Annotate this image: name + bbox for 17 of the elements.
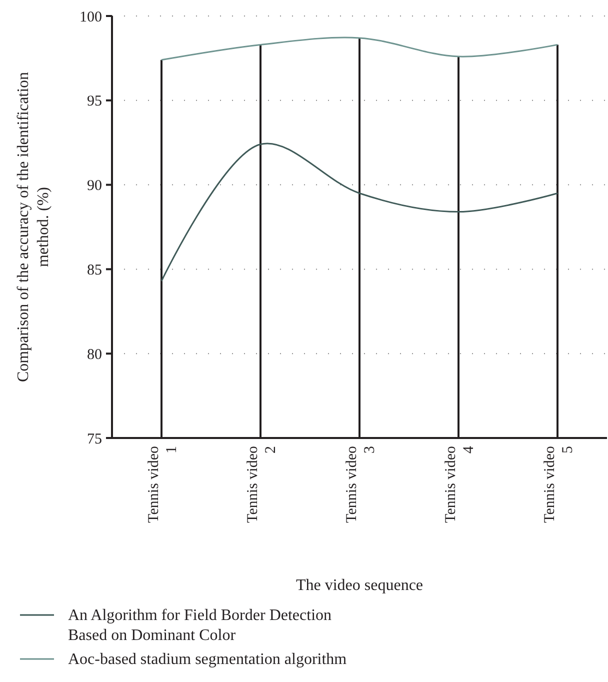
y-axis-title: Comparison of the accuracy of the identification method. (%) xyxy=(15,72,52,382)
x-tick-label: Tennis video 2 xyxy=(244,446,279,523)
legend-label: An Algorithm for Field Border Detection Based on Dominant Color xyxy=(68,607,332,644)
y-tick-label: 90 xyxy=(87,178,102,194)
y-tick-label: 100 xyxy=(80,9,102,26)
y-tick-label: 95 xyxy=(87,94,102,110)
legend-label: Aoc-based stadium segmentation algorithm xyxy=(68,651,348,668)
x-tick-label: Tennis video 5 xyxy=(542,446,576,523)
line-series xyxy=(160,36,558,61)
y-tick-label: 75 xyxy=(87,431,102,448)
x-axis-title: The video sequence xyxy=(296,577,424,594)
x-tick-label: Tennis video 4 xyxy=(442,446,477,523)
x-tick-label: Tennis video 3 xyxy=(344,446,378,523)
y-tick-label: 80 xyxy=(87,346,102,363)
line-series xyxy=(160,142,558,282)
x-tick-label: Tennis video 1 xyxy=(146,446,180,523)
y-tick-label: 85 xyxy=(87,262,102,278)
